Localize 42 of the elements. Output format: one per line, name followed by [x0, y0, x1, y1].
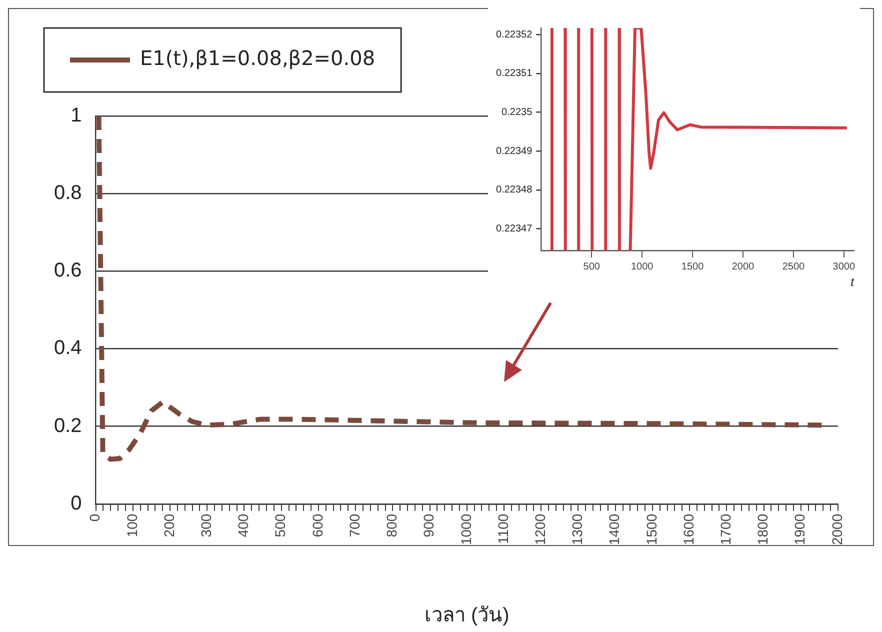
- x-tick-label: 700: [346, 514, 362, 538]
- x-tick-label: 1300: [569, 514, 586, 546]
- legend-label: E1(t),β1=0.08,β2=0.08: [140, 46, 376, 70]
- y-tick-label: 0.22348: [496, 184, 533, 196]
- x-tick-label: 1000: [630, 261, 654, 272]
- x-tick-label: 300: [198, 514, 214, 538]
- x-tick-label: 200: [160, 514, 177, 538]
- y-tick-label: 0.4: [54, 337, 82, 360]
- x-tick-label: 1800: [754, 514, 771, 546]
- x-tick-label: 1900: [792, 514, 808, 546]
- x-tick-label: 100: [124, 514, 140, 538]
- y-tick-label: 0.6: [54, 260, 82, 282]
- x-tick-label: 2000: [828, 514, 845, 546]
- y-tick-label: 0.22351: [496, 68, 533, 80]
- x-tick-label: 1100: [494, 514, 511, 544]
- y-tick-label: 0: [70, 492, 82, 514]
- x-tick-label: 2000: [732, 261, 755, 272]
- y-tick-label: 1: [70, 104, 82, 127]
- y-tick-label: 0.22347: [496, 224, 533, 235]
- x-axis-title: เวลา (วัน): [424, 604, 510, 627]
- x-tick-label: 1200: [532, 514, 548, 546]
- x-tick-label: 500: [272, 514, 288, 538]
- y-tick-label: 0.22349: [496, 146, 533, 157]
- x-tick-label: 1500: [643, 514, 660, 546]
- x-axis-title: t: [850, 275, 855, 290]
- x-tick-label: 1000: [458, 514, 474, 546]
- x-tick-label: 1700: [718, 514, 734, 546]
- x-tick-label: 500: [583, 261, 600, 272]
- x-tick-label: 3000: [832, 261, 856, 272]
- y-tick-label: 0.2235: [502, 107, 533, 118]
- x-tick-label: 600: [309, 514, 326, 538]
- x-tick-label: 1400: [606, 514, 622, 546]
- x-tick-label: 0: [86, 514, 103, 522]
- x-tick-label: 800: [384, 514, 400, 538]
- x-tick-label: 400: [235, 514, 252, 538]
- x-tick-label: 2500: [782, 261, 806, 272]
- x-tick-label: 1600: [680, 514, 696, 546]
- x-tick-label: 1500: [681, 261, 704, 272]
- y-tick-label: 0.8: [54, 182, 82, 204]
- x-tick-label: 900: [420, 514, 437, 538]
- y-tick-label: 0.2: [54, 414, 82, 437]
- y-tick-label: 0.22352: [496, 29, 533, 40]
